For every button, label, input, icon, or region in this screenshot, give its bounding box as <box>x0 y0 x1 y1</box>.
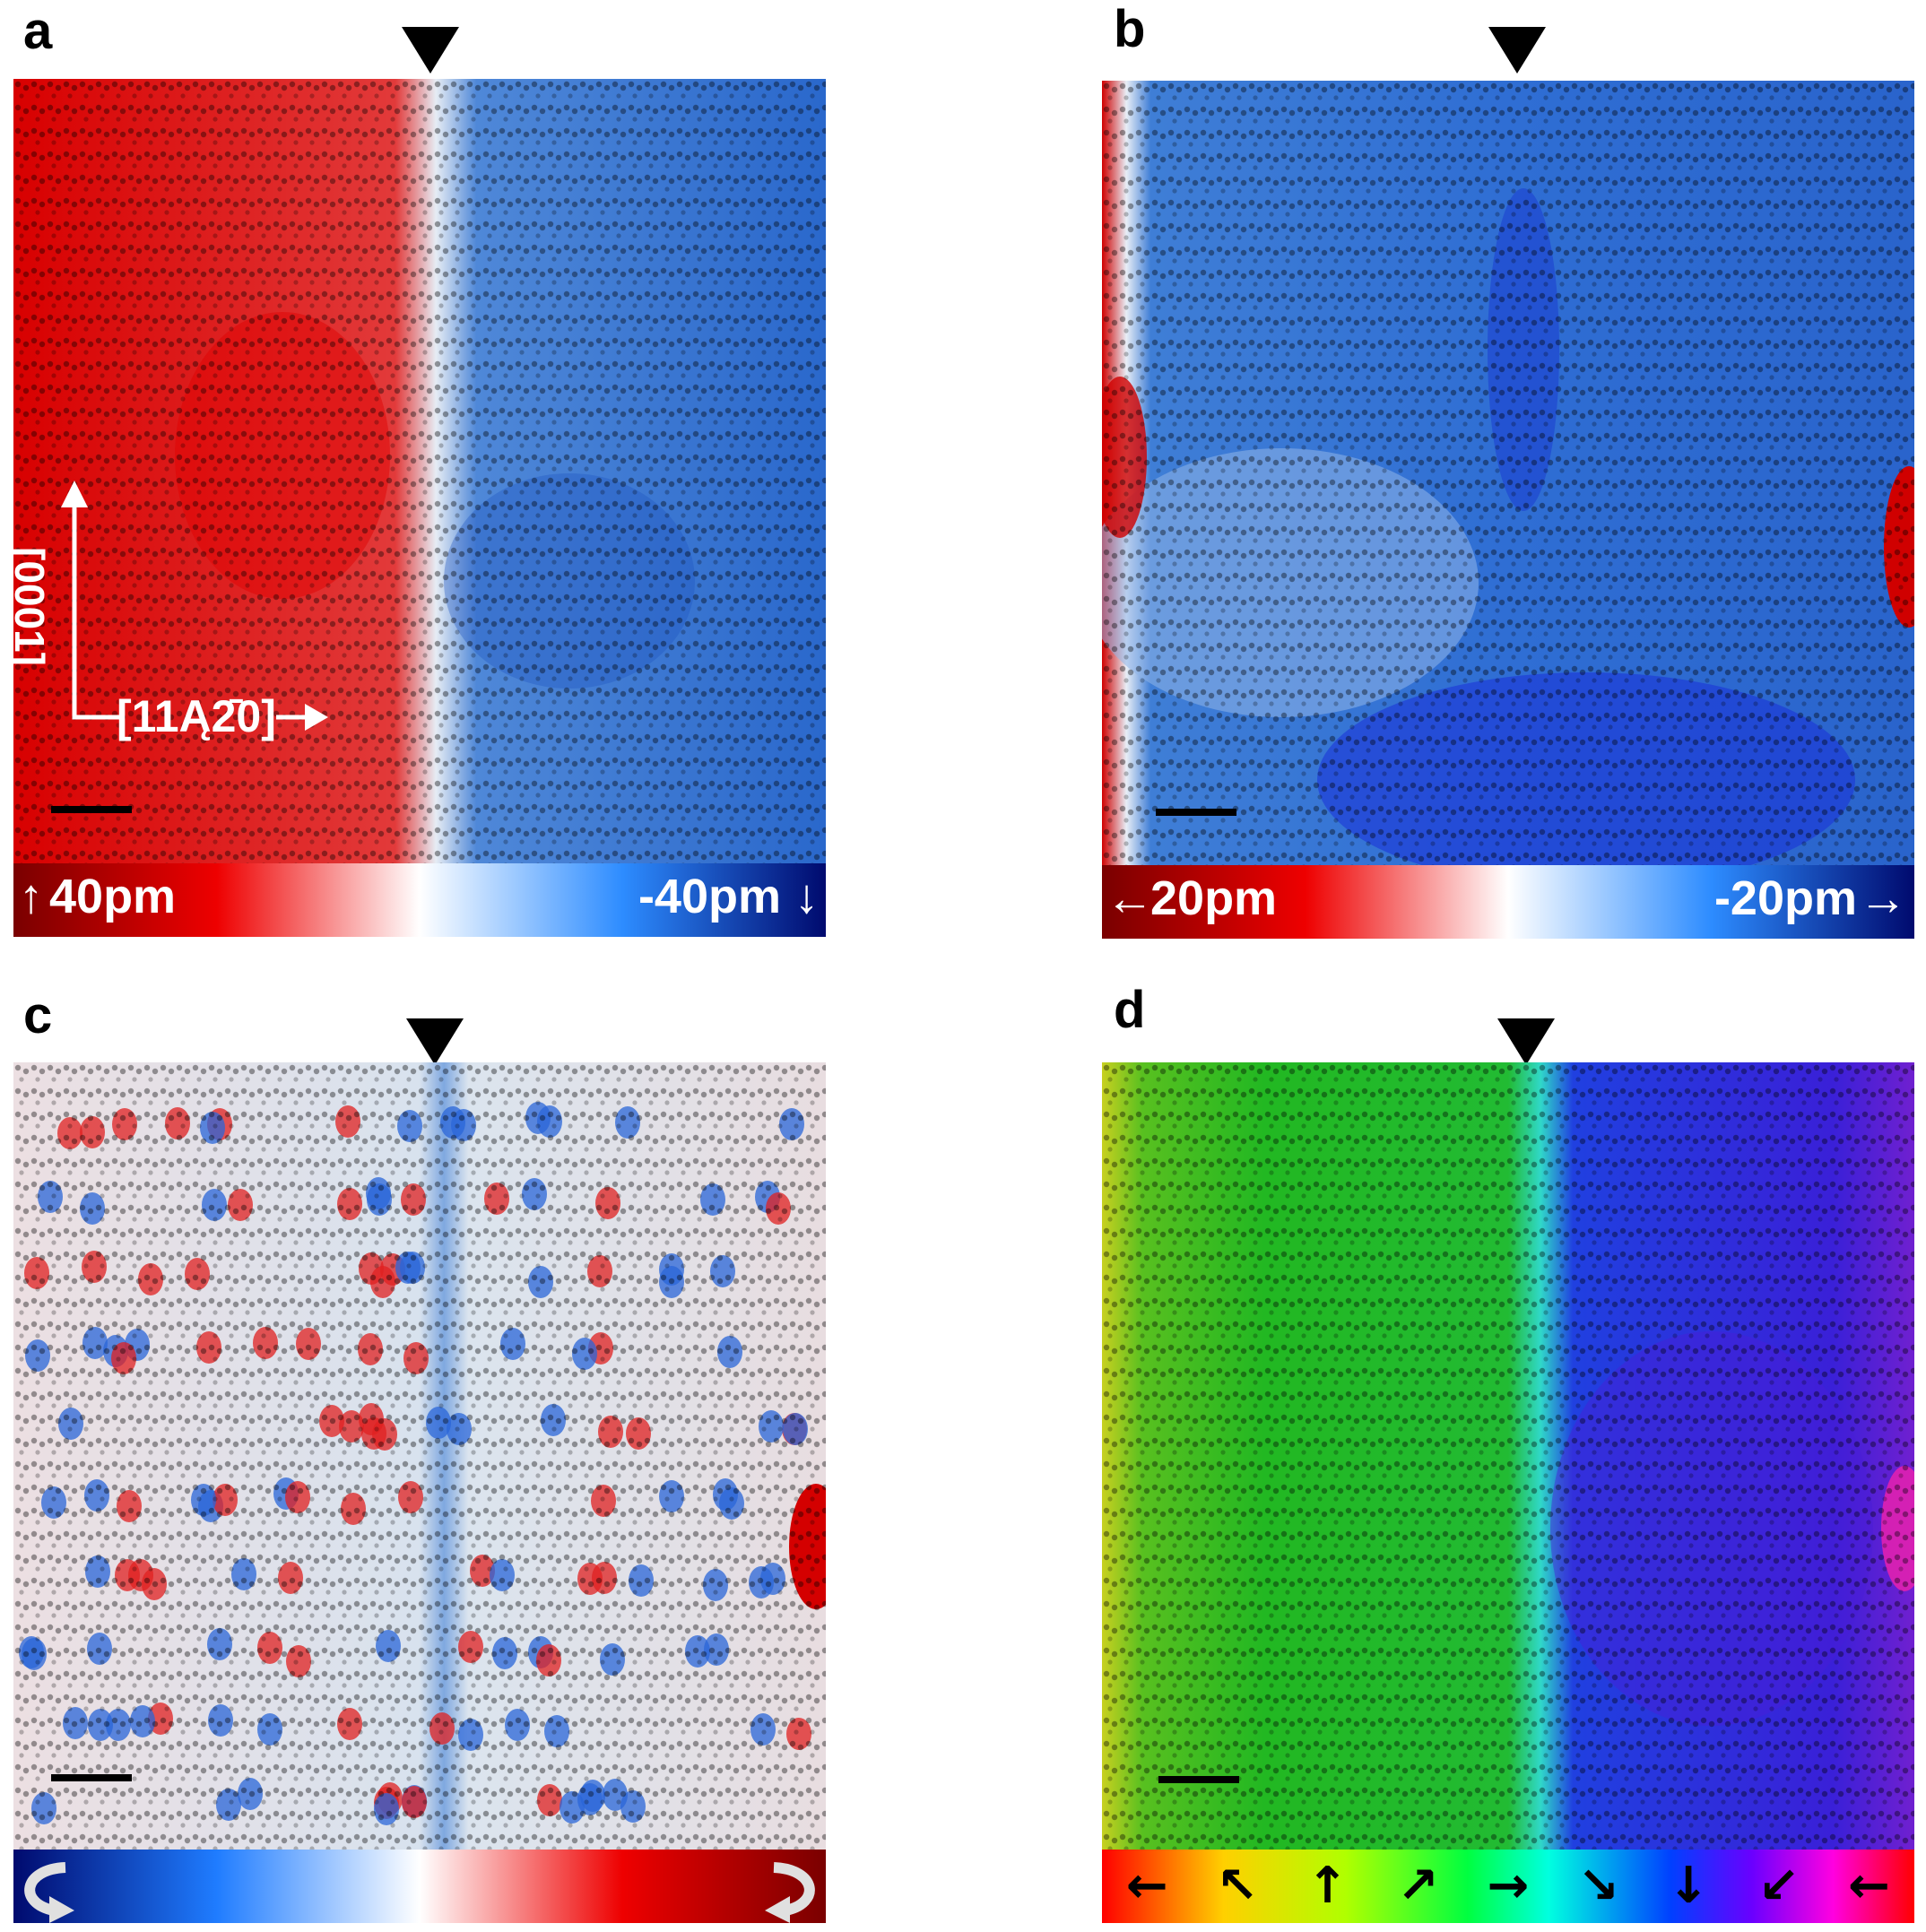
clockwise-rotation-icon <box>773 1862 815 1916</box>
axis-label-0001: [0001] <box>6 547 53 666</box>
colorwheel-bar-d: ← ↖ ↑ ↗ → ↘ ↓ ↙ ← <box>1102 1850 1914 1923</box>
direction-arrow-0: ← <box>1125 1857 1168 1915</box>
counterclockwise-rotation-icon <box>24 1862 66 1916</box>
direction-arrow-6: ↓ <box>1667 1857 1710 1915</box>
direction-arrow-4: → <box>1487 1857 1530 1915</box>
boundary-marker-d <box>1497 1018 1555 1065</box>
horizontal-axis-arrow <box>72 690 328 731</box>
colorbar-a-left-value: 40pm <box>49 870 177 923</box>
boundary-marker-b <box>1488 27 1546 74</box>
direction-arrow-7: ↙ <box>1757 1857 1800 1915</box>
panel-label-a: a <box>23 2 53 60</box>
scale-bar-c <box>51 1774 132 1781</box>
rotation-map-c <box>13 1062 826 1850</box>
scale-bar-d <box>1158 1776 1239 1783</box>
panel-label-d: d <box>1114 981 1146 1039</box>
scale-bar-b <box>1156 809 1236 816</box>
colorbar-a-right-arrow: ↓ <box>794 870 819 923</box>
colorbar-a: ↑ 40pm -40pm ↓ <box>13 863 826 937</box>
colorbar-a-right-value: -40pm <box>638 870 781 923</box>
colorbar-b-left-arrow: ← <box>1106 871 1154 925</box>
colorbar-c <box>13 1850 826 1923</box>
direction-arrow-8: ← <box>1848 1857 1891 1915</box>
boundary-marker-a <box>402 27 459 74</box>
polarization-map-a <box>13 79 826 863</box>
vertical-axis-arrow <box>61 481 88 699</box>
colorbar-b-left-value: 20pm <box>1150 871 1278 925</box>
scale-bar-a <box>51 806 132 813</box>
colorbar-b: ← 20pm -20pm → <box>1102 865 1914 939</box>
vector-angle-map-d <box>1102 1062 1914 1850</box>
boundary-marker-c <box>406 1018 464 1065</box>
colorbar-b-right-arrow: → <box>1859 871 1907 925</box>
direction-arrow-5: ↘ <box>1577 1857 1620 1915</box>
direction-arrow-3: ↗ <box>1396 1857 1439 1915</box>
direction-arrow-2: ↑ <box>1306 1857 1349 1915</box>
panel-label-c: c <box>23 986 53 1044</box>
polarization-map-b <box>1102 81 1914 865</box>
panel-label-b: b <box>1114 0 1146 58</box>
colorbar-a-left-arrow: ↑ <box>19 870 43 923</box>
axis-label-1120: [11Ą2̄0] <box>117 691 276 741</box>
direction-arrow-1: ↖ <box>1216 1857 1259 1915</box>
colorbar-b-right-value: -20pm <box>1713 871 1857 925</box>
